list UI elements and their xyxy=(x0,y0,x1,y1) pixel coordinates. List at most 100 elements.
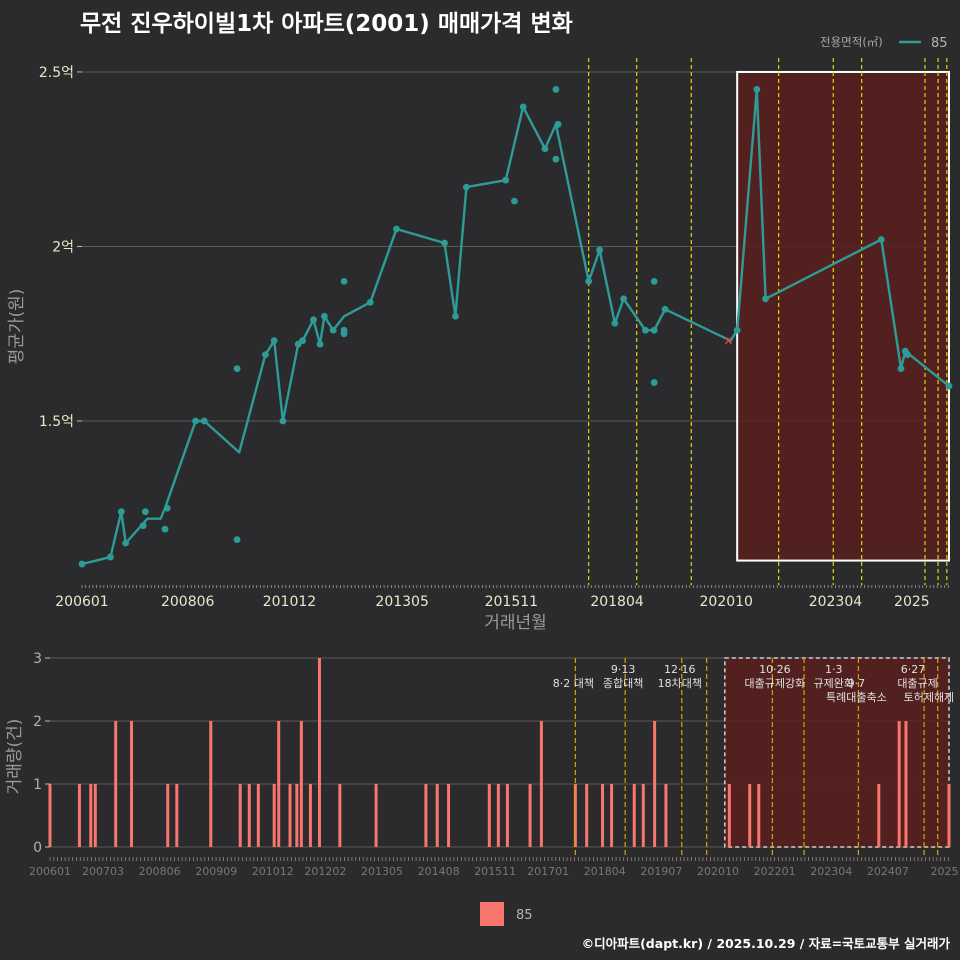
volume-bar xyxy=(528,784,532,847)
volume-x-tick-label: 202010 xyxy=(697,865,739,878)
volume-bar xyxy=(653,721,657,847)
price-legend: 전용면적(㎡) 85 xyxy=(820,35,948,51)
price-point xyxy=(310,316,317,324)
volume-bar xyxy=(288,784,292,847)
volume-bar xyxy=(601,784,605,847)
volume-x-tick-label: 201804 xyxy=(584,865,626,878)
price-point xyxy=(340,277,348,285)
price-point xyxy=(122,539,130,547)
volume-bar xyxy=(238,784,242,847)
price-point xyxy=(262,351,269,359)
volume-x-tick-label: 202304 xyxy=(810,865,852,878)
volume-x-tick-label: 2025 xyxy=(930,865,958,878)
volume-bar xyxy=(48,784,52,847)
chart-title: 무전 진우하이빌1차 아파트(2001) 매매가격 변화 xyxy=(80,11,573,37)
volume-y-tick-label: 1 xyxy=(33,777,42,793)
credit-text: ©디아파트(dapt.kr) / 2025.10.29 / 자료=국토교통부 실… xyxy=(581,936,950,951)
price-x-tick-label: 2025 xyxy=(894,594,930,610)
volume-chart-axes: 0 1 2 3 200601 200703 200806 200909 201012 201202… xyxy=(5,651,958,878)
volume-bar xyxy=(209,721,213,847)
volume-y-tick-label: 2 xyxy=(33,714,42,730)
price-chart-policy-lines xyxy=(588,58,948,585)
policy-label: 9·7 xyxy=(848,677,866,690)
volume-bar xyxy=(338,784,342,847)
volume-legend: 85 xyxy=(480,902,533,926)
volume-bar xyxy=(573,784,577,847)
volume-bar xyxy=(641,784,645,847)
price-x-tick-label: 201804 xyxy=(590,594,644,610)
volume-x-tick-label: 202407 xyxy=(867,865,909,878)
volume-bar xyxy=(947,784,951,847)
price-point xyxy=(316,340,324,348)
price-point xyxy=(611,319,619,327)
volume-x-tick-label: 201408 xyxy=(418,865,460,878)
price-y-axis-title: 평균가(원) xyxy=(7,289,27,365)
price-point xyxy=(762,295,769,303)
price-point xyxy=(139,522,147,530)
volume-y-tick-label: 0 xyxy=(33,840,42,856)
volume-x-tick-label: 202201 xyxy=(754,865,796,878)
price-y-tick-label: 1.5억 xyxy=(39,414,74,430)
volume-bar xyxy=(585,784,589,847)
price-point xyxy=(585,277,593,285)
price-point xyxy=(596,246,603,254)
price-point xyxy=(452,312,459,320)
volume-y-axis-title: 거래량(건) xyxy=(5,719,25,795)
volume-bar xyxy=(897,721,901,847)
volume-chart-highlight-region xyxy=(724,657,950,848)
price-point xyxy=(502,176,510,184)
price-point xyxy=(554,120,562,128)
price-highlight-box xyxy=(736,70,951,562)
volume-x-tick-label: 200601 xyxy=(29,865,71,878)
volume-bar xyxy=(727,784,731,847)
volume-x-tick-label: 201907 xyxy=(640,865,682,878)
volume-bar xyxy=(256,784,260,847)
volume-x-tick-label: 201305 xyxy=(361,865,403,878)
price-point xyxy=(511,197,518,205)
price-point xyxy=(233,365,241,373)
volume-x-tick-label: 201202 xyxy=(304,865,346,878)
price-point xyxy=(233,536,241,544)
price-point xyxy=(161,525,169,533)
policy-label: 9·13 xyxy=(611,663,636,676)
volume-legend-label: 85 xyxy=(516,908,533,923)
price-y-tick-label: 2.5억 xyxy=(39,65,74,81)
volume-bar xyxy=(130,721,134,847)
price-point xyxy=(117,508,125,516)
volume-bar xyxy=(295,784,299,847)
volume-y-tick-label: 3 xyxy=(33,651,42,667)
price-x-tick-label: 200601 xyxy=(55,594,108,610)
price-point xyxy=(904,351,911,359)
price-chart-highlight-region xyxy=(736,70,951,562)
volume-bar xyxy=(89,784,93,847)
price-point xyxy=(279,417,287,425)
price-legend-title: 전용면적(㎡) xyxy=(820,35,883,49)
volume-bar xyxy=(748,784,752,847)
price-point xyxy=(441,239,448,247)
volume-bar xyxy=(374,784,378,847)
price-point xyxy=(650,277,658,285)
policy-label: 대출규제강화 xyxy=(745,677,806,690)
volume-bar xyxy=(166,784,170,847)
policy-label: 8·2 대책 xyxy=(553,677,594,690)
price-point xyxy=(650,379,658,386)
price-legend-label: 85 xyxy=(931,36,948,51)
price-x-tick-label: 201511 xyxy=(485,594,538,610)
price-point xyxy=(462,183,470,191)
policy-label: 10·26 xyxy=(759,663,791,676)
volume-bar xyxy=(435,784,439,847)
volume-bar xyxy=(447,784,451,847)
volume-bar xyxy=(505,784,509,847)
price-y-tick-label: 2억 xyxy=(52,239,74,255)
volume-x-tick-label: 201012 xyxy=(252,865,294,878)
policy-label: 특례대출축소 xyxy=(826,691,887,704)
price-x-tick-label: 201012 xyxy=(263,594,316,610)
volume-x-tick-label: 200909 xyxy=(195,865,237,878)
price-x-tick-label: 201305 xyxy=(375,594,428,610)
volume-bar xyxy=(539,721,543,847)
policy-label: 규제완화 xyxy=(814,677,854,690)
price-x-tick-label: 202304 xyxy=(809,594,863,610)
volume-x-tick-label: 201511 xyxy=(474,865,516,878)
